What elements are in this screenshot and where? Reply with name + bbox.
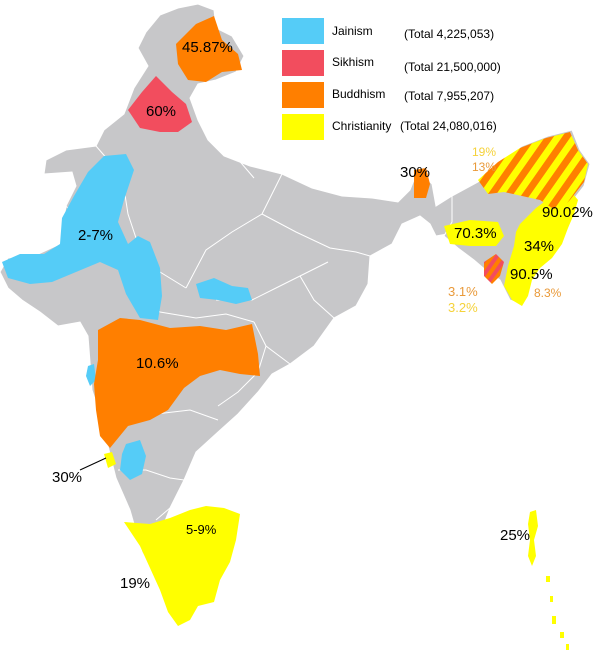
label-gujarat-rajasthan: 2-7%: [78, 227, 113, 244]
label-nagaland: 90.02%: [542, 204, 593, 221]
buddhism-region-maharashtra: [94, 318, 260, 448]
jainism-region-mumbai: [86, 364, 96, 386]
christianity-region-south: [124, 506, 240, 626]
label-manipur: 34%: [524, 238, 554, 255]
legend-swatch-sikhism: [282, 50, 324, 76]
buddhism-region-sikkim: [414, 168, 430, 198]
label-tripura-christian: 3.2%: [448, 300, 478, 315]
region-labels: 45.87% 60% 2-7% 10.6% 30% 19% 5-9% 30% 1…: [52, 39, 593, 592]
label-tamil-nadu: 5-9%: [186, 522, 217, 537]
label-tripura-buddhist: 3.1%: [448, 284, 478, 299]
andaman-islands: [528, 510, 569, 650]
label-arunachal-christian: 19%: [472, 145, 496, 159]
buddhism-sikhism-region-tripura: [484, 254, 504, 284]
christianity-buddhism-region-arunachal: [478, 132, 588, 212]
label-arunachal-buddhist: 13%: [472, 160, 496, 174]
legend-label-sikhism: Sikhism: [332, 55, 374, 69]
christianity-region-nagaland-manipur: [504, 188, 578, 306]
label-ladakh: 45.87%: [182, 39, 233, 56]
legend-label-buddhism: Buddhism: [332, 87, 385, 101]
jainism-region-mp: [196, 278, 252, 304]
legend-total-jainism: (Total 4,225,053): [404, 27, 494, 41]
label-meghalaya: 70.3%: [454, 225, 497, 242]
buddhism-region-ladakh: [176, 16, 242, 82]
legend-total-christianity: (Total 24,080,016): [400, 119, 497, 133]
legend-total-sikhism: (Total 21,500,000): [404, 60, 501, 74]
legend-label-christianity: Christianity: [332, 119, 391, 133]
legend-swatch-jainism: [282, 18, 324, 44]
legend-swatch-buddhism: [282, 82, 324, 108]
christianity-region-goa: [104, 452, 116, 468]
goa-leader-line: [79, 457, 107, 471]
sikhism-region-punjab: [128, 76, 192, 132]
label-punjab: 60%: [146, 103, 176, 120]
label-maharashtra: 10.6%: [136, 355, 179, 372]
label-andaman: 25%: [500, 527, 530, 544]
legend-label-jainism: Jainism: [332, 24, 373, 38]
legend-total-buddhism: (Total 7,955,207): [404, 89, 494, 103]
jainism-region-rajasthan-gujarat: [2, 154, 162, 320]
label-mizoram: 90.5%: [510, 266, 553, 283]
christianity-region-meghalaya: [444, 220, 504, 246]
label-kerala: 19%: [120, 575, 150, 592]
legend: Jainism (Total 4,225,053) Sikhism (Total…: [282, 18, 501, 140]
legend-swatch-christianity: [282, 114, 324, 140]
label-mizoram-buddhist: 8.3%: [534, 286, 562, 300]
jainism-region-karnataka: [120, 440, 146, 480]
label-goa: 30%: [52, 469, 82, 486]
label-sikkim: 30%: [400, 164, 430, 181]
